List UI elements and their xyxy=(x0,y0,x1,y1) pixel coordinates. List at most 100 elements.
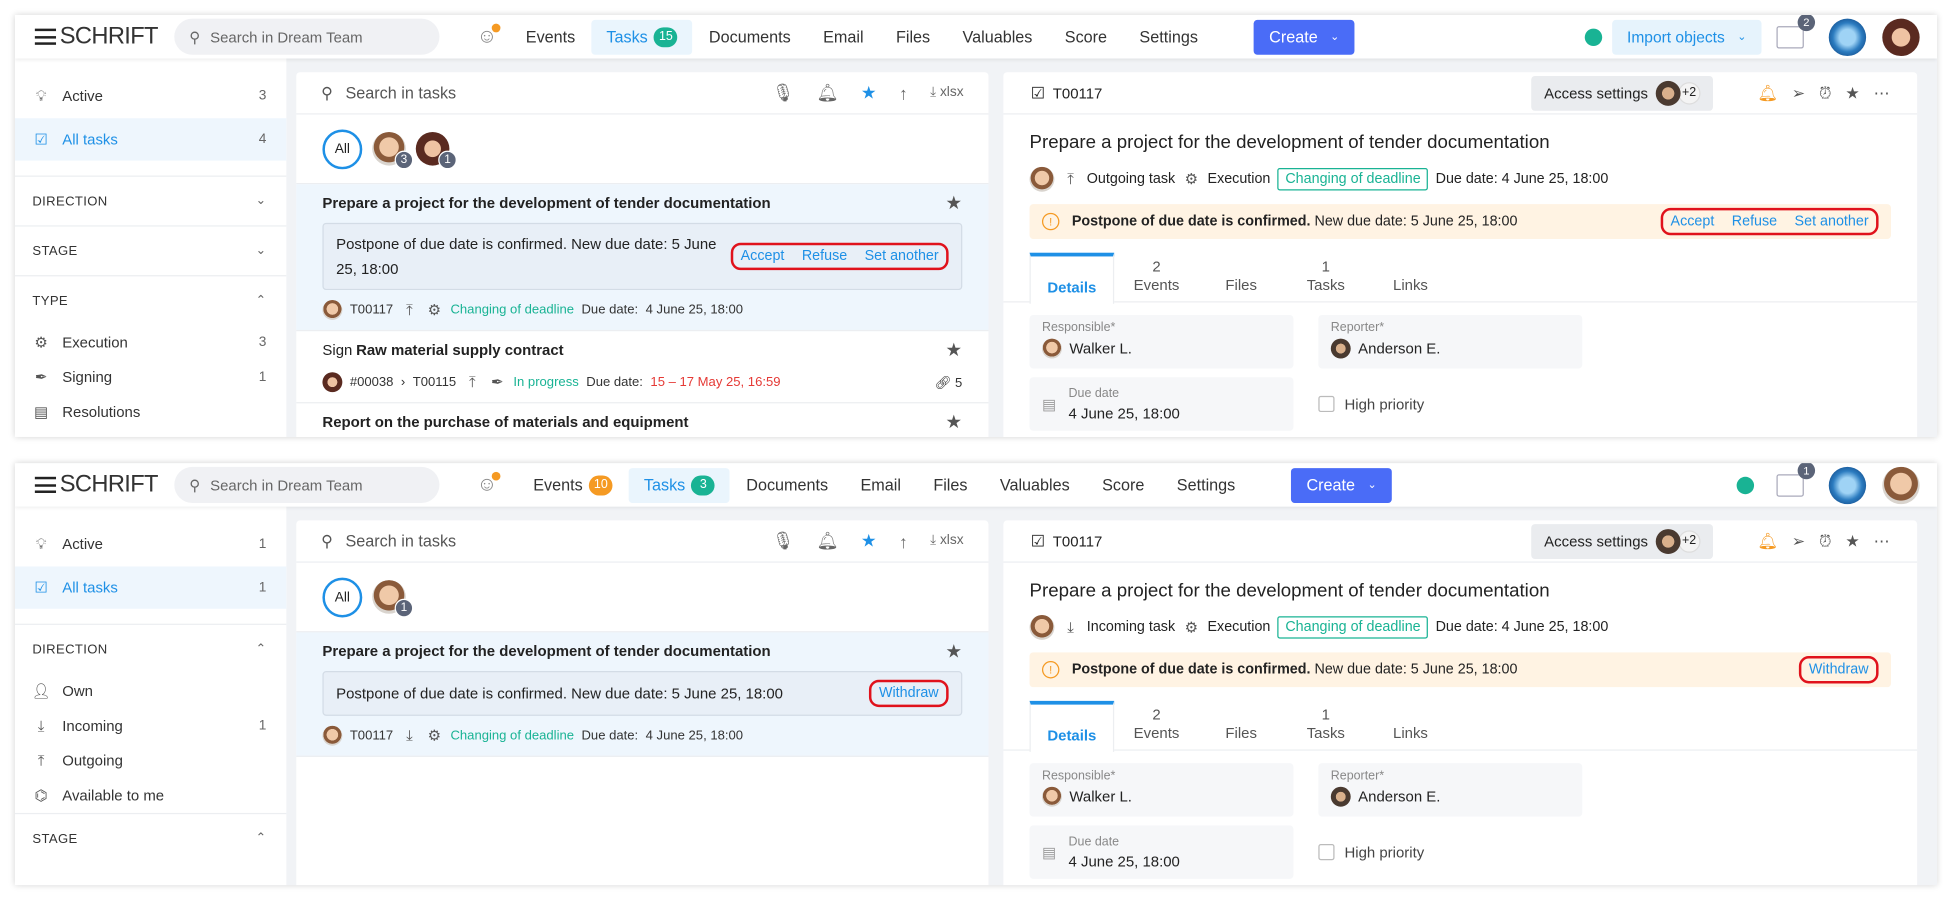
links-count[interactable]: 🔗︎ 5 xyxy=(935,374,963,390)
sidebar-item-signing[interactable]: ✒ Signing 1 xyxy=(15,360,286,395)
assignee-filter-avatar[interactable]: 3 xyxy=(372,131,414,170)
chevron-down-icon[interactable]: ⌄ xyxy=(255,194,267,208)
tab-details[interactable]: Details xyxy=(1029,700,1115,752)
nav-tab-score[interactable]: Score xyxy=(1086,467,1161,502)
nav-tab-events[interactable]: Events xyxy=(510,19,592,54)
nav-tab-files[interactable]: Files xyxy=(917,467,984,502)
more-options-icon[interactable]: ⋯ xyxy=(1873,530,1890,550)
filter-all-chip[interactable]: All xyxy=(322,577,363,617)
briefcase-icon[interactable]: 1 xyxy=(1776,463,1816,497)
star-icon[interactable]: ★ xyxy=(1845,82,1860,102)
import-objects-button[interactable]: Import objects ⌄ xyxy=(1612,19,1762,55)
sort-arrow-up-icon[interactable]: ↑ xyxy=(898,82,908,103)
task-list-item[interactable]: Prepare a project for the development of… xyxy=(296,184,989,332)
sidebar-item-all-tasks[interactable]: ☑ All tasks 1 xyxy=(14,566,287,609)
alarm-clock-icon[interactable]: ⏰︎ xyxy=(1819,530,1832,550)
star-icon[interactable]: ★ xyxy=(945,641,963,663)
export-xlsx-button[interactable]: ⤓ xlsx xyxy=(930,533,963,549)
sidebar-item-available-to-me[interactable]: ⌬ Available to me xyxy=(15,778,286,813)
assistant-icon[interactable]: ☺ xyxy=(477,471,501,496)
sidebar-section-stage[interactable]: STAGE ⌃ xyxy=(14,812,287,863)
user-avatar[interactable] xyxy=(1882,466,1920,504)
sort-arrow-up-icon[interactable]: ↑ xyxy=(898,530,908,551)
task-search-input[interactable]: ⚲ Search in tasks 🎙︎ 🔔︎ ★ ↑ ⤓ xlsx xyxy=(296,520,989,563)
assignee-filter-avatar[interactable]: 1 xyxy=(372,580,414,618)
reporter-field[interactable]: Reporter* Anderson E. xyxy=(1318,314,1583,369)
high-priority-checkbox[interactable]: High priority xyxy=(1318,377,1582,431)
checkbox[interactable] xyxy=(1318,395,1335,413)
set-another-button[interactable]: Set another xyxy=(1794,214,1869,230)
nav-tab-valuables[interactable]: Valuables xyxy=(946,19,1048,54)
bell-icon[interactable]: 🔔︎ xyxy=(816,82,839,103)
logo[interactable]: SCHRIFT xyxy=(34,23,174,50)
task-list-item[interactable]: Report on the purchase of materials and … xyxy=(296,403,988,437)
withdraw-button[interactable]: Withdraw xyxy=(1808,662,1869,678)
chevron-down-icon[interactable]: ⌄ xyxy=(255,244,267,258)
logo[interactable]: SCHRIFT xyxy=(34,471,174,498)
bell-icon[interactable]: 🔔︎ xyxy=(1757,530,1779,550)
tab-links[interactable]: Links xyxy=(1368,725,1453,750)
sidebar-item-execution[interactable]: ⚙ Execution 3 xyxy=(15,325,286,360)
star-icon[interactable]: ★ xyxy=(945,412,963,434)
menu-icon[interactable] xyxy=(34,28,57,45)
access-settings-button[interactable]: Access settings +2 xyxy=(1531,75,1713,111)
star-icon[interactable]: ★ xyxy=(860,82,877,103)
sidebar-section-direction[interactable]: DIRECTION ⌄ xyxy=(14,175,287,226)
global-search-input[interactable]: ⚲ Search in Dream Team xyxy=(174,466,440,503)
menu-icon[interactable] xyxy=(34,476,57,493)
responsible-field[interactable]: Responsible* Walker L. xyxy=(1029,314,1294,369)
user-avatar[interactable] xyxy=(1882,18,1920,56)
workspace-avatar[interactable] xyxy=(1828,466,1867,504)
chevron-up-icon[interactable]: ⌃ xyxy=(255,831,267,846)
nav-tab-settings[interactable]: Settings xyxy=(1123,19,1214,54)
tab-events[interactable]: 2 Events xyxy=(1114,706,1199,750)
alarm-clock-icon[interactable]: ⏰︎ xyxy=(1819,82,1832,102)
tab-tasks[interactable]: 1 Tasks xyxy=(1283,258,1368,302)
set-another-button[interactable]: Set another xyxy=(864,248,939,264)
sidebar-item-own[interactable]: 👤︎ Own xyxy=(15,673,286,708)
accept-button[interactable]: Accept xyxy=(740,248,785,264)
send-icon[interactable]: ➢ xyxy=(1791,530,1806,550)
sidebar-section-stage[interactable]: STAGE ⌄ xyxy=(14,225,287,275)
access-settings-button[interactable]: Access settings +2 xyxy=(1531,523,1713,559)
sidebar-item-active[interactable]: 💡︎ Active 3 xyxy=(15,78,286,113)
checkbox[interactable] xyxy=(1318,844,1335,861)
microphone-icon[interactable]: 🎙︎ xyxy=(771,82,794,103)
star-icon[interactable]: ★ xyxy=(945,192,963,215)
nav-tab-documents[interactable]: Documents xyxy=(693,19,807,54)
nav-tab-settings[interactable]: Settings xyxy=(1161,467,1252,502)
nav-tab-events[interactable]: Events 10 xyxy=(517,467,629,502)
task-list-item[interactable]: Prepare a project for the development of… xyxy=(296,632,989,757)
nav-tab-email[interactable]: Email xyxy=(807,19,880,54)
high-priority-checkbox[interactable]: High priority xyxy=(1318,825,1582,879)
accept-button[interactable]: Accept xyxy=(1670,214,1715,230)
sidebar-item-all-tasks[interactable]: ☑ All tasks 4 xyxy=(14,118,287,161)
due-date-field[interactable]: ▤ Due date 4 June 25, 18:00 xyxy=(1029,825,1294,879)
nav-tab-email[interactable]: Email xyxy=(844,467,917,502)
withdraw-button[interactable]: Withdraw xyxy=(878,685,939,701)
tab-tasks[interactable]: 1 Tasks xyxy=(1283,706,1368,750)
sidebar-section-type[interactable]: TYPE ⌃ xyxy=(14,275,287,325)
bell-icon[interactable]: 🔔︎ xyxy=(1757,82,1779,102)
responsible-field[interactable]: Responsible* Walker L. xyxy=(1029,763,1294,817)
chevron-up-icon[interactable]: ⌃ xyxy=(255,642,267,657)
export-xlsx-button[interactable]: ⤓ xlsx xyxy=(930,85,963,101)
star-icon[interactable]: ★ xyxy=(1845,530,1860,550)
tab-details[interactable]: Details xyxy=(1029,252,1115,304)
assignee-filter-avatar[interactable]: 1 xyxy=(415,131,457,170)
nav-tab-tasks[interactable]: Tasks 15 xyxy=(591,19,693,55)
tab-links[interactable]: Links xyxy=(1368,276,1453,301)
sidebar-item-incoming[interactable]: ⤓ Incoming 1 xyxy=(15,708,286,743)
create-button[interactable]: Create ⌄ xyxy=(1253,19,1355,55)
task-list-item[interactable]: Sign Raw material supply contract ★ #00038 ›… xyxy=(296,331,989,404)
chevron-up-icon[interactable]: ⌃ xyxy=(255,293,267,308)
nav-tab-files[interactable]: Files xyxy=(880,19,947,54)
tab-files[interactable]: Files xyxy=(1199,725,1284,750)
filter-all-chip[interactable]: All xyxy=(322,128,363,169)
reporter-field[interactable]: Reporter* Anderson E. xyxy=(1318,763,1583,817)
tab-files[interactable]: Files xyxy=(1199,276,1284,301)
sidebar-item-active[interactable]: 💡︎ Active 1 xyxy=(15,527,286,562)
briefcase-icon[interactable]: 2 xyxy=(1776,14,1816,48)
global-search-input[interactable]: ⚲ Search in Dream Team xyxy=(174,18,440,55)
microphone-icon[interactable]: 🎙︎ xyxy=(771,530,794,551)
